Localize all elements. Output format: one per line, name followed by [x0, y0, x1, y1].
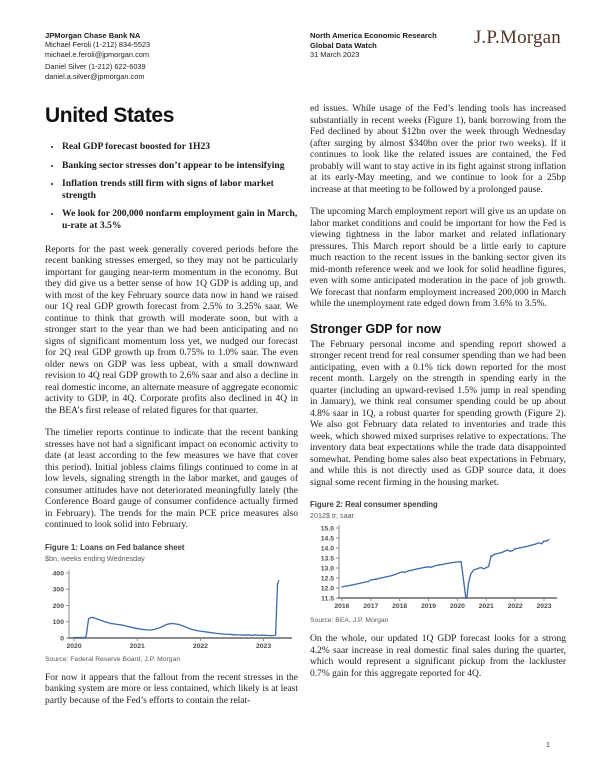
svg-text:13.5: 13.5 [321, 555, 334, 562]
bullet-item: We look for 200,000 nonfarm employment g… [62, 208, 298, 231]
figure-1-title: Figure 1: Loans on Fed balance sheet [45, 542, 185, 552]
left-column: United States Real GDP forecast boosted … [45, 104, 298, 707]
publication-name: Global Data Watch [310, 40, 377, 50]
svg-text:300: 300 [53, 586, 65, 593]
svg-text:2022: 2022 [193, 643, 208, 650]
svg-text:15.0: 15.0 [321, 525, 334, 532]
svg-text:14.5: 14.5 [321, 535, 334, 542]
figure-2: Figure 2: Real consumer spending 2012$ t… [310, 500, 566, 624]
author-email: michael.e.feroli@jpmorgan.com [45, 49, 150, 59]
svg-text:2016: 2016 [334, 603, 349, 610]
figure-2-subtitle: 2012$ tr, saar [310, 511, 354, 520]
paragraph: For now it appears that the fallout from… [45, 672, 298, 706]
section-heading: Stronger GDP for now [310, 321, 442, 336]
author-contact: Michael Feroli (1-212) 834-5523 michael.… [45, 40, 150, 59]
research-group: North America Economic Research [310, 31, 437, 40]
right-column: ed issues. While usage of the Fed’s lend… [310, 104, 566, 680]
paragraph: The timelier reports continue to indicat… [45, 428, 298, 531]
figure-1: Figure 1: Loans on Fed balance sheet $bn… [45, 543, 298, 663]
bullet-item: Real GDP forecast boosted for 1H23 [62, 141, 298, 153]
svg-text:2022: 2022 [508, 603, 523, 610]
svg-text:13.0: 13.0 [321, 565, 334, 572]
publication-date: 31 March 2023 [310, 50, 360, 60]
svg-text:100: 100 [53, 619, 65, 626]
svg-text:12.0: 12.0 [321, 585, 334, 592]
paragraph: Reports for the past week generally cove… [45, 244, 298, 416]
svg-text:2020: 2020 [66, 643, 81, 650]
paragraph: On the whole, our updated 1Q GDP forecas… [310, 634, 566, 679]
fed-loans-line-chart: 0 100 200 300 400 2020 2021 2022 2023 [53, 569, 292, 650]
svg-text:0: 0 [60, 635, 64, 642]
bullet-item: Banking sector stresses don’t appear to … [62, 160, 298, 172]
svg-text:400: 400 [53, 570, 65, 577]
bank-name: JPMorgan Chase Bank NA [45, 31, 141, 40]
svg-text:2021: 2021 [479, 603, 494, 610]
author-email: daniel.a.silver@jpmorgan.com [45, 71, 145, 81]
svg-text:2021: 2021 [130, 643, 145, 650]
paragraph: The February personal income and spendin… [310, 339, 566, 488]
author-name-phone: Michael Feroli (1-212) 834-5523 [45, 40, 151, 50]
svg-text:2023: 2023 [256, 643, 271, 650]
header-author-block: JPMorgan Chase Bank NA Michael Feroli (1… [45, 31, 150, 81]
author-name-phone: Daniel Silver (1-212) 622-6039 [45, 62, 146, 72]
author-contact: Daniel Silver (1-212) 622-6039 daniel.a.… [45, 62, 150, 81]
jpmorgan-logo: J.P.Morgan [473, 27, 561, 48]
page-number: 1 [545, 740, 550, 749]
bullet-item: Inflation trends still firm with signs o… [62, 178, 298, 201]
header-publication-block: North America Economic Research Global D… [310, 31, 437, 60]
svg-text:14.0: 14.0 [321, 545, 334, 552]
svg-text:2020: 2020 [450, 603, 465, 610]
svg-text:2023: 2023 [536, 603, 551, 610]
summary-bullets: Real GDP forecast boosted for 1H23 Banki… [45, 141, 298, 232]
svg-text:200: 200 [53, 602, 65, 609]
svg-text:2019: 2019 [421, 603, 436, 610]
svg-text:11.5: 11.5 [321, 595, 334, 602]
svg-text:12.5: 12.5 [321, 575, 334, 582]
consumer-spending-line-chart: 11.5 12.0 12.5 13.0 13.5 14.0 14.5 15.0 2016 2017… [321, 525, 557, 610]
svg-text:2018: 2018 [392, 603, 407, 610]
figure-2-source: Source: BEA, J.P. Morgan [310, 617, 389, 624]
figure-1-subtitle: $bn, weeks ending Wednesday [45, 553, 145, 563]
page-title: United States [45, 104, 174, 127]
svg-text:2017: 2017 [363, 603, 378, 610]
paragraph: ed issues. While usage of the Fed’s lend… [310, 104, 566, 195]
figure-1-source: Source: Federal Reserve Board, J.P. Morg… [45, 655, 181, 663]
figure-2-title: Figure 2: Real consumer spending [310, 500, 438, 509]
paragraph: The upcoming March employment report wil… [310, 207, 566, 309]
